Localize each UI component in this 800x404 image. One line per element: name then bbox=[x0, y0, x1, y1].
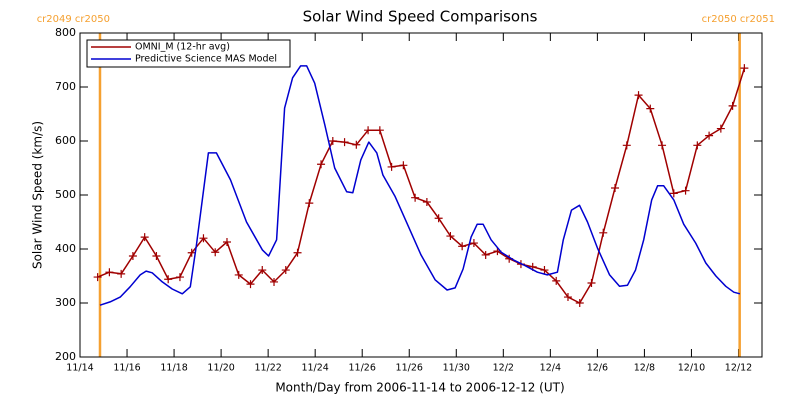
data-point bbox=[152, 252, 161, 261]
data-point bbox=[293, 248, 302, 257]
chart-title: Solar Wind Speed Comparisons bbox=[303, 8, 538, 26]
data-point bbox=[305, 199, 314, 208]
x-tick-label: 12/12 bbox=[725, 363, 752, 374]
x-tick-label: 12/4 bbox=[540, 363, 561, 374]
data-point bbox=[411, 193, 420, 202]
data-point bbox=[93, 273, 102, 282]
data-point bbox=[352, 140, 361, 149]
legend-text: Predictive Science MAS Model bbox=[135, 54, 277, 65]
data-point bbox=[387, 162, 396, 171]
annotation-label: cr2050 cr2051 bbox=[702, 14, 775, 25]
y-tick-label: 500 bbox=[55, 188, 76, 201]
data-point bbox=[258, 266, 267, 275]
data-point bbox=[434, 214, 443, 223]
data-point bbox=[128, 252, 137, 261]
x-tick-label: 11/22 bbox=[254, 363, 281, 374]
data-point bbox=[234, 270, 243, 279]
x-tick-label: 11/14 bbox=[66, 363, 93, 374]
x-tick-label: 11/26 bbox=[396, 363, 423, 374]
data-point bbox=[328, 137, 337, 145]
data-point bbox=[587, 279, 596, 288]
data-point bbox=[552, 276, 561, 285]
data-point bbox=[540, 266, 549, 275]
data-point bbox=[622, 141, 631, 150]
data-point bbox=[634, 91, 643, 100]
x-tick-label: 11/24 bbox=[301, 363, 328, 374]
data-point bbox=[599, 228, 608, 237]
data-point bbox=[716, 124, 725, 133]
series-line bbox=[99, 65, 741, 306]
data-point bbox=[317, 160, 326, 169]
data-point bbox=[175, 273, 184, 282]
data-point bbox=[481, 250, 490, 259]
data-point bbox=[469, 239, 478, 248]
plot-frame bbox=[79, 32, 763, 358]
data-point bbox=[658, 141, 667, 150]
data-point bbox=[681, 186, 690, 195]
y-tick-label: 400 bbox=[55, 242, 76, 255]
data-point bbox=[364, 126, 373, 135]
data-point bbox=[281, 266, 290, 275]
x-tick-label: 12/6 bbox=[587, 363, 608, 374]
data-point bbox=[705, 131, 714, 140]
y-tick-label: 600 bbox=[55, 134, 76, 147]
data-point bbox=[669, 189, 678, 198]
y-tick-label: 200 bbox=[55, 350, 76, 363]
data-point bbox=[164, 275, 173, 284]
data-point bbox=[270, 277, 279, 286]
data-point bbox=[222, 237, 231, 246]
data-point bbox=[105, 268, 114, 277]
x-tick-label: 12/8 bbox=[634, 363, 655, 374]
data-point bbox=[187, 248, 196, 257]
x-tick-label: 12/2 bbox=[493, 363, 514, 374]
data-point bbox=[199, 234, 208, 243]
x-tick-label: 11/30 bbox=[443, 363, 470, 374]
data-point bbox=[728, 101, 737, 110]
data-point bbox=[246, 280, 255, 289]
x-tick-label: 11/16 bbox=[113, 363, 140, 374]
data-point bbox=[740, 64, 749, 73]
x-tick-label: 11/26 bbox=[349, 363, 376, 374]
data-point bbox=[446, 232, 455, 241]
data-point bbox=[563, 293, 572, 302]
legend-box bbox=[86, 39, 291, 68]
series-line bbox=[97, 67, 746, 304]
data-point bbox=[611, 183, 620, 192]
data-point bbox=[375, 126, 384, 135]
data-point bbox=[646, 104, 655, 113]
legend-text: OMNI_M (12-hr avg) bbox=[135, 42, 230, 53]
x-tick-label: 11/18 bbox=[160, 363, 187, 374]
y-tick-label: 300 bbox=[55, 296, 76, 309]
y-tick-label: 700 bbox=[55, 80, 76, 93]
data-point bbox=[458, 242, 467, 251]
data-point bbox=[117, 269, 126, 278]
data-point bbox=[399, 161, 408, 170]
x-tick-label: 12/10 bbox=[678, 363, 705, 374]
data-point bbox=[340, 138, 349, 147]
data-point bbox=[693, 141, 702, 150]
data-point bbox=[211, 248, 220, 257]
annotation-label: cr2049 cr2050 bbox=[37, 14, 110, 25]
data-point bbox=[575, 299, 584, 307]
y-axis-label: Solar Wind Speed (km/s) bbox=[31, 121, 45, 269]
x-axis-label: Month/Day from 2006-11-14 to 2006-12-12 … bbox=[275, 381, 564, 395]
data-point bbox=[422, 198, 431, 207]
x-tick-label: 11/20 bbox=[207, 363, 234, 374]
data-point bbox=[140, 233, 149, 242]
y-tick-label: 800 bbox=[55, 26, 76, 39]
